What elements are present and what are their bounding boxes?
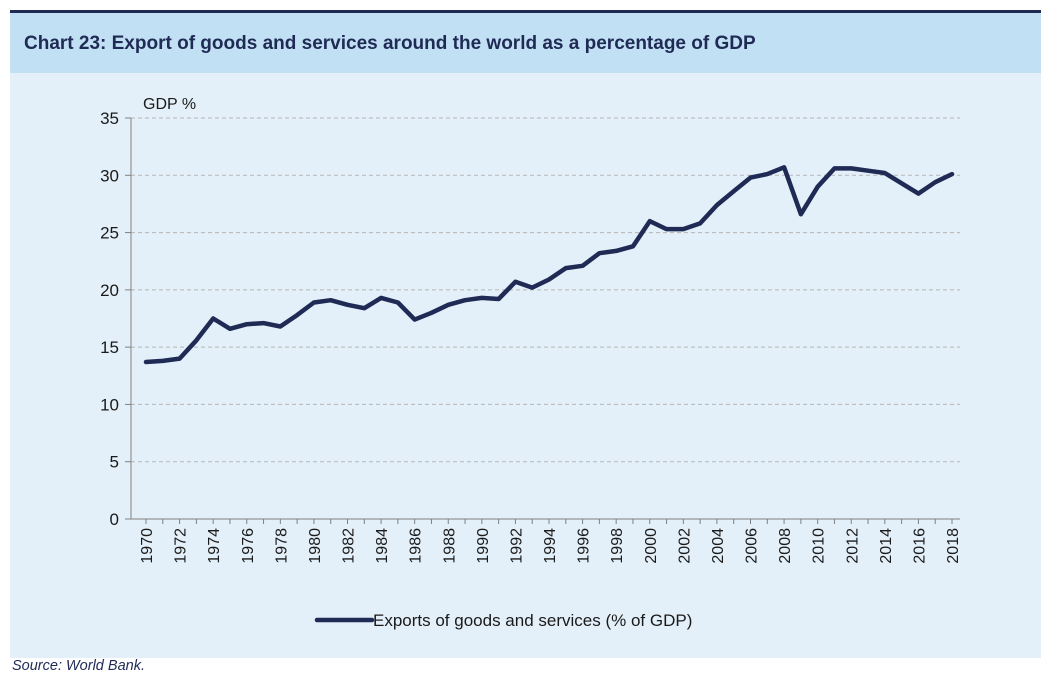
y-tick-label: 30 — [100, 166, 119, 185]
y-axis-label: GDP % — [143, 96, 196, 113]
x-tick-label: 1974 — [206, 528, 223, 564]
x-tick-label: 1998 — [609, 528, 626, 564]
chart-title: Chart 23: Export of goods and services a… — [24, 33, 756, 54]
x-tick-label: 1972 — [173, 528, 190, 564]
y-tick-label: 25 — [100, 224, 119, 243]
x-tick-label: 2008 — [777, 528, 794, 564]
x-tick-label: 2006 — [744, 528, 761, 564]
x-tick-label: 1976 — [240, 528, 257, 564]
y-tick-label: 15 — [100, 338, 119, 357]
y-tick-label: 20 — [100, 281, 119, 300]
x-tick-label: 2000 — [643, 528, 660, 564]
series-line — [143, 165, 955, 365]
x-tick-label: 1986 — [408, 528, 425, 564]
x-tick-label: 1982 — [341, 528, 358, 564]
source-note: Source: World Bank. — [12, 658, 145, 674]
y-tick-label: 0 — [110, 510, 119, 529]
x-tick-label: 1978 — [273, 528, 290, 564]
x-tick-label: 1996 — [576, 528, 593, 564]
y-tick-label: 5 — [110, 453, 119, 472]
x-tick-label: 1988 — [441, 528, 458, 564]
x-tick-label: 1992 — [508, 528, 525, 564]
x-tick-label: 1984 — [374, 528, 391, 564]
x-tick-label: 2016 — [911, 528, 928, 564]
x-tick-label: 1970 — [139, 528, 156, 564]
x-tick-label: 1990 — [475, 528, 492, 564]
x-tick-label: 2014 — [878, 528, 895, 564]
x-tick-label: 2012 — [844, 528, 861, 564]
x-tick-label: 2018 — [945, 528, 962, 564]
title-bar: Chart 23: Export of goods and services a… — [10, 13, 1041, 73]
x-tick-label: 2004 — [710, 528, 727, 564]
x-tick-label: 2010 — [811, 528, 828, 564]
legend-label: Exports of goods and services (% of GDP) — [373, 611, 692, 630]
x-tick-label: 1994 — [542, 528, 559, 564]
y-tick-label: 35 — [100, 109, 119, 128]
x-tick-label: 1980 — [307, 528, 324, 564]
y-tick-label: 10 — [100, 395, 119, 414]
x-tick-label: 2002 — [676, 528, 693, 564]
